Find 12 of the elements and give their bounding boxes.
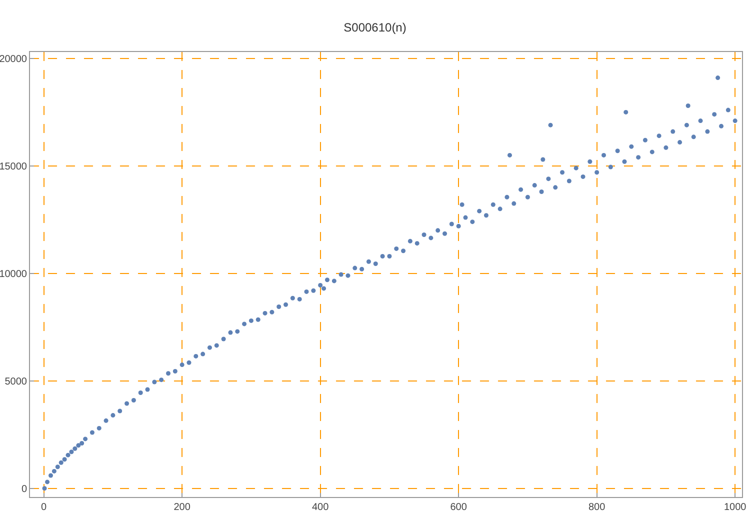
y-tick-label: 0 [21,484,28,495]
y-tick-label: 20000 [0,54,28,65]
y-tick-label: 10000 [0,268,28,280]
x-tick-label: 400 [312,502,330,513]
y-tick-label: 5000 [4,376,28,388]
x-tick-label: 0 [41,502,48,513]
chart-title: S000610(n) [344,20,406,35]
x-tick-label: 1000 [724,502,747,513]
x-tick-label: 200 [174,502,191,513]
y-tick-label: 15000 [0,161,28,172]
x-tick-label: 800 [588,502,606,513]
x-tick-label: 600 [450,502,468,513]
